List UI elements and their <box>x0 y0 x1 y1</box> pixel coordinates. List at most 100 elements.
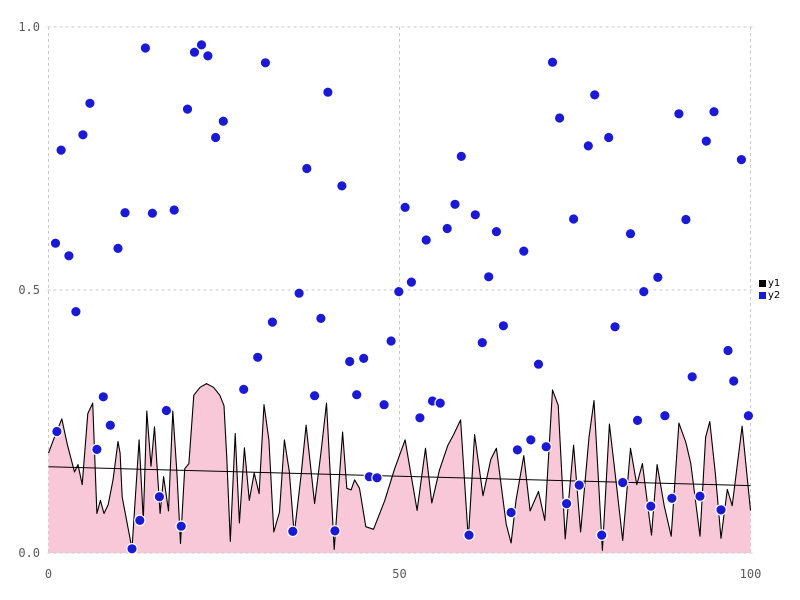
y2-scatter-point <box>637 285 650 298</box>
legend-entry-y1: y1 <box>759 278 780 289</box>
y1-area-fill <box>48 383 751 553</box>
y2-scatter-point <box>175 520 187 532</box>
y2-scatter-point <box>251 351 264 364</box>
y2-scatter-point <box>490 225 503 238</box>
y2-scatter-point <box>195 39 208 51</box>
y2-scatter-point <box>727 375 740 387</box>
y2-scatter-point <box>357 352 370 365</box>
y2-scatter-point <box>651 271 664 284</box>
y2-scatter-point <box>293 287 305 299</box>
y2-scatter-point <box>350 388 363 401</box>
y2-scatter-point <box>469 209 482 221</box>
y2-scatter-point <box>146 207 159 219</box>
y2-scatter-point <box>336 180 348 192</box>
y2-scatter-point <box>694 490 706 502</box>
legend: y1 y2 <box>759 278 780 301</box>
y2-scatter-point <box>631 414 644 427</box>
y2-scatter-point <box>455 150 468 163</box>
y2-scatter-point <box>659 409 671 422</box>
y2-scatter-point <box>616 476 629 489</box>
y2-scatter-point <box>385 335 397 347</box>
y2-scatter-point <box>540 440 552 453</box>
y2-scatter-point <box>573 479 585 491</box>
y2-scatter-point <box>286 525 299 538</box>
y2-scatter-point <box>55 144 67 156</box>
legend-entry-y2: y2 <box>759 290 780 301</box>
y2-scatter-point <box>434 397 446 409</box>
y2-scatter-point <box>134 514 146 527</box>
y2-scatter-point <box>126 542 138 555</box>
y2-scatter-point <box>378 398 390 411</box>
y2-label: y2 <box>768 290 781 301</box>
y-tick-label: 1.0 <box>18 20 40 34</box>
y2-scatter-point <box>315 312 327 325</box>
y2-scatter-point <box>735 153 748 166</box>
y2-scatter-point <box>209 131 222 144</box>
y2-scatter-point <box>91 443 103 456</box>
y2-scatter-point <box>722 344 734 357</box>
x-tick-label: 100 <box>740 567 762 581</box>
y2-scatter-point <box>624 227 637 240</box>
y2-scatter-point <box>343 355 356 368</box>
x-tick-label: 50 <box>392 567 406 581</box>
y2-scatter-point <box>237 383 250 396</box>
y2-scatter-point <box>329 525 341 537</box>
y2-scatter-point <box>217 115 230 127</box>
y2-scatter-point <box>463 529 475 541</box>
y2-scatter-point <box>524 434 537 446</box>
x-tick-label: 0 <box>45 567 52 581</box>
y2-scatter-point <box>505 506 517 519</box>
y2-scatter-point <box>168 204 180 216</box>
y2-scatter-point <box>546 56 559 68</box>
y2-scatter-point <box>49 237 62 249</box>
y1-area-outline <box>47 383 752 551</box>
y2-scatter-point <box>517 245 530 257</box>
y-tick-label: 0.5 <box>18 283 40 297</box>
y2-swatch <box>759 292 766 299</box>
y2-scatter-point <box>700 135 713 147</box>
y2-scatter-point <box>609 320 621 333</box>
y2-scatter-point <box>119 206 131 219</box>
y2-scatter-point <box>181 103 194 115</box>
y2-scatter-point <box>139 42 152 54</box>
y2-scatter-point <box>567 213 580 225</box>
y2-scatter-point <box>160 404 173 417</box>
y2-scatter-point <box>153 490 166 503</box>
y2-scatter-point <box>70 305 82 318</box>
y2-scatter-point <box>673 108 685 120</box>
y2-scatter-point <box>259 56 272 69</box>
y2-scatter-point <box>476 336 489 349</box>
y2-scatter-point <box>266 316 279 328</box>
y1-label: y1 <box>768 278 781 289</box>
y-tick-label: 0.0 <box>18 546 40 560</box>
y2-scatter-point <box>202 50 214 62</box>
y2-scatter-point <box>553 112 566 124</box>
y2-scatter-point <box>51 425 63 438</box>
y2-scatter-point <box>414 411 426 424</box>
y2-scatter-point <box>532 358 545 370</box>
y2-scatter-point <box>77 129 89 141</box>
y2-scatter-point <box>420 234 432 246</box>
y2-scatter-point <box>97 390 110 403</box>
y2-scatter-point <box>188 46 201 58</box>
y2-scatter-point <box>84 97 96 110</box>
y2-scatter-point <box>405 276 418 288</box>
y2-scatter-point <box>582 140 595 152</box>
y2-scatter-point <box>588 89 601 101</box>
y2-scatter-point <box>300 162 313 175</box>
y2-scatter-point <box>511 444 524 456</box>
y1-trend-line <box>48 466 751 487</box>
y2-scatter-point <box>602 131 615 144</box>
y2-scatter-point <box>308 389 321 402</box>
y2-scatter-point <box>104 419 117 431</box>
y2-scatter-point <box>399 201 411 214</box>
y2-scatter-point <box>560 497 573 510</box>
y2-scatter-point <box>595 529 608 541</box>
y2-scatter-point <box>708 105 720 118</box>
y2-scatter-point <box>742 409 755 422</box>
y2-scatter-point <box>63 250 75 262</box>
y2-scatter-point <box>441 222 453 235</box>
y2-scatter-point <box>715 504 727 516</box>
y2-scatter-point <box>644 500 657 512</box>
